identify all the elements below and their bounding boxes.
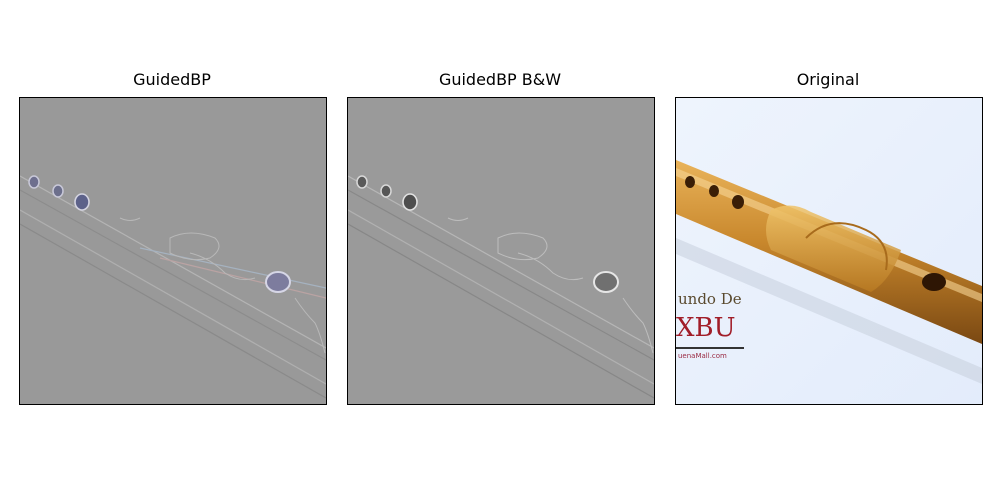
guidedbp-saliency-graphic bbox=[20, 98, 326, 404]
flute-photo-graphic: undo De XBU uenaMall.com bbox=[676, 98, 982, 404]
panel-title: Original bbox=[796, 70, 860, 89]
watermark-logo: XBU bbox=[676, 313, 736, 343]
guidedbp-bw-saliency-graphic bbox=[348, 98, 654, 404]
watermark-line-1: undo De bbox=[678, 290, 742, 308]
panel-title: GuidedBP bbox=[133, 70, 211, 89]
guidedbp-saliency-image bbox=[19, 97, 327, 405]
guidedbp-bw-saliency-image bbox=[347, 97, 655, 405]
original-flute-image: undo De XBU uenaMall.com bbox=[675, 97, 983, 405]
panel-title: GuidedBP B&W bbox=[438, 70, 562, 89]
watermark-url: uenaMall.com bbox=[678, 352, 727, 360]
